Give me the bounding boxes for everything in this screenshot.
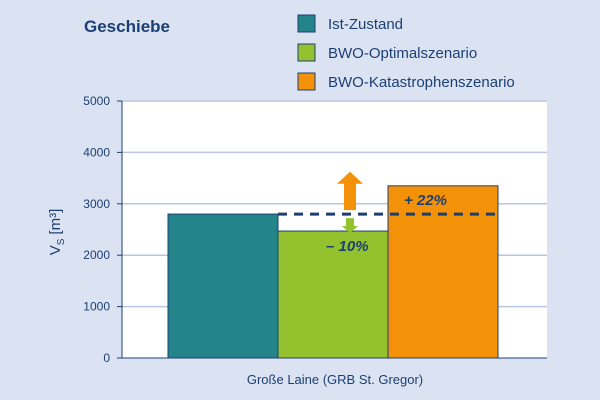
down-arrow-icon [342,218,358,234]
y-tick-label: 0 [103,351,110,365]
legend: Ist-Zustand BWO-Optimalszenario BWO-Katast… [297,14,515,91]
y-axis-label-sub: S [56,238,67,245]
annotation-increase: + 22% [404,192,447,209]
y-tick-label: 2000 [83,248,110,262]
bar-3 [387,185,499,359]
y-tick-label: 5000 [83,94,110,108]
legend-swatch [297,43,316,62]
y-tick-label: 3000 [83,197,110,211]
legend-label: BWO-Optimalszenario [328,45,477,62]
annotation-decrease: – 10% [326,238,369,255]
legend-swatch [297,72,316,91]
x-axis-label: Große Laine (GRB St. Gregor) [247,372,423,387]
legend-label: Ist-Zustand [328,16,403,33]
up-arrow-icon [337,171,363,211]
legend-label: BWO-Katastrophenszenario [328,74,515,91]
y-axis-label-unit: [m³] [47,209,64,235]
y-axis-label: VS [m³] [47,209,67,256]
annotations: – 10% + 22% [326,171,447,255]
y-tick-label: 4000 [83,145,110,159]
y-axis-label-main: V [47,245,64,255]
bar-1 [167,213,279,359]
y-tick-label: 1000 [83,300,110,314]
legend-swatch [297,14,316,33]
chart-title: Geschiebe [84,17,170,36]
bar-2 [277,230,389,359]
